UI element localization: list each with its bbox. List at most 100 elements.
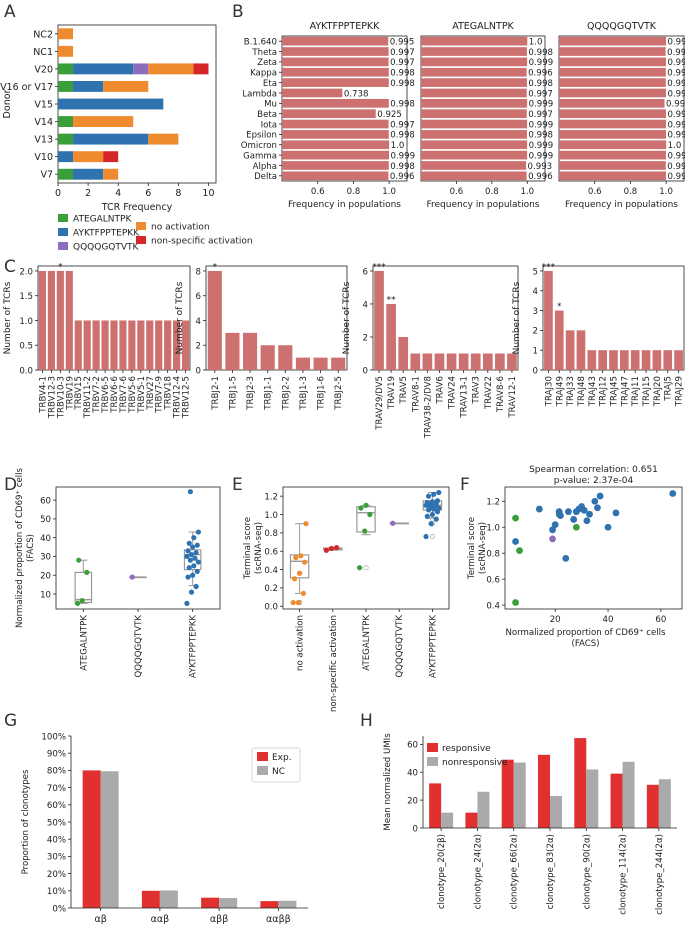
data-point [362,528,368,534]
data-label: 0.738 [344,89,369,99]
y-axis-label-unit: (scRNA-seq) [254,522,264,574]
data-label: 0.998 [528,131,553,141]
bar [559,88,666,98]
data-point [186,540,192,546]
bar [128,320,136,370]
y-tick-label: 1.0 [264,511,278,521]
x-tick-label: TRAV6 [435,376,445,405]
y-tick-label: NC1 [33,47,53,58]
bar [421,98,528,108]
y-tick-label: 4 [363,300,368,310]
y-tick-label: 2.0 [19,267,33,277]
data-point [328,545,335,552]
data-label: 0.993 [528,162,553,172]
x-tick-label: TRAJ49 [555,376,565,407]
x-tick-label: clonotype_20(2β) [437,834,447,909]
panel-b: AYKTFPPTEPKK 0.995 B.1.640 0.997 Theta 0.997 Z… [241,21,685,210]
y-tick-label: 2 [363,333,368,343]
bar-no-activation [103,81,149,92]
y-tick-label: 0.8 [486,549,500,559]
bar [282,119,389,129]
x-tick-label: TRBV12-4 [173,376,183,419]
x-tick-label: TRBV6-5 [101,376,111,414]
x-tick-label: TRAJ33 [566,376,576,407]
data-point [297,570,303,576]
scatter-point-AYKTFPPTEPKK [596,492,604,500]
bar [559,109,666,119]
x-tick-label: 8 [175,188,181,199]
panel-letters: A B C D E F G H [4,2,470,731]
data-label: 1.0 [391,141,405,151]
bar [282,171,389,181]
chart-title: Spearman correlation: 0.651 [529,465,658,475]
legend-swatch [136,222,146,230]
panel-b-subplot: QQQQGQTVTK0.9990.9970.9990.9980.9980.999… [558,21,685,210]
data-label: 0.999 [667,151,685,161]
y-tick-label: 4 [533,287,538,297]
panel-a: NC2 NC1 V20 V16 or V17 V15 V14 V13 V10 V70 2 4 6 8 10… [0,24,253,253]
bar [559,57,666,67]
data-label: 0.998 [528,79,553,89]
y-axis-label: Proportion of clonotypes [21,769,31,874]
data-label: 0.996 [390,172,415,182]
bar [434,353,445,370]
bar-AYKTFPPTEPKK [73,133,149,145]
y-tick-label: 1.2 [264,492,278,502]
x-axis-label: Frequency in populations [565,200,678,210]
bar-Exp. [201,897,220,908]
x-tick-label: 10 [202,188,214,199]
scatter-point-AYKTFPPTEPKK [669,490,677,497]
bar [155,320,163,370]
y-tick-label: B.1.640 [244,37,277,47]
data-label: 0.998 [390,69,415,79]
x-tick-label: TRBV12-5 [182,376,192,419]
scatter-point-AYKTFPPTEPKK [570,516,578,523]
bar [164,320,172,370]
bar [421,78,527,87]
scatter-point-AYKTFPPTEPKK [604,523,612,531]
panel-b-subplot: AYKTFPPTEPKK 0.995 B.1.640 0.997 Theta 0.997 Z… [241,21,415,210]
legend-swatch [58,228,68,236]
x-tick-label: 40 [603,615,614,625]
y-tick-label: 10 [40,590,51,600]
y-tick-label: 3 [533,307,538,317]
x-tick-label: 60 [655,615,666,625]
data-point [184,553,190,560]
bar-responsive [574,738,587,828]
x-tick-label: ATEGALNTPK [362,615,372,671]
bar-QQQQGQTVTK [133,63,149,75]
bar [652,350,662,370]
x-tick-label: clonotype_244(2α) [655,834,665,915]
legend-label: ATEGALNTPK [73,215,132,225]
data-point [302,559,308,565]
bar-nonresponsive [550,795,562,828]
box [183,549,202,571]
x-tick-label: TRAJ30 [544,376,554,407]
x-tick-label: 2 [85,188,91,199]
bar [282,150,389,160]
data-point [191,535,197,541]
bar-nonresponsive [513,762,526,828]
panel-letter-f: F [460,475,470,495]
data-label: 0.999 [529,151,554,161]
bar-responsive [429,783,442,828]
legend-label: non-specific activation [151,237,253,247]
panel-c: TRBV4-1TRBV12-3TRBV10-3TRBV19TRBV15TRBV1… [3,262,685,439]
panel-letter-g: G [4,711,17,731]
data-label: 0.997 [390,48,415,58]
bar-Exp. [82,770,101,908]
bar [101,320,109,370]
bar-nonresponsive [441,812,454,828]
y-tick-label: 60% [47,801,66,811]
y-tick-label: 60 [407,741,418,751]
x-tick-label: TRAV29/DV5 [375,376,385,431]
bar [565,330,575,370]
bar [282,109,376,119]
scatter-point-AYKTFPPTEPKK [580,506,588,514]
y-tick-label: 0.0 [264,603,278,613]
x-tick-label: clonotype_90(2α) [582,834,592,909]
x-tick-label: TRBV11-2 [83,376,93,419]
bar [421,47,527,56]
bar [173,320,181,370]
bar [83,320,91,370]
